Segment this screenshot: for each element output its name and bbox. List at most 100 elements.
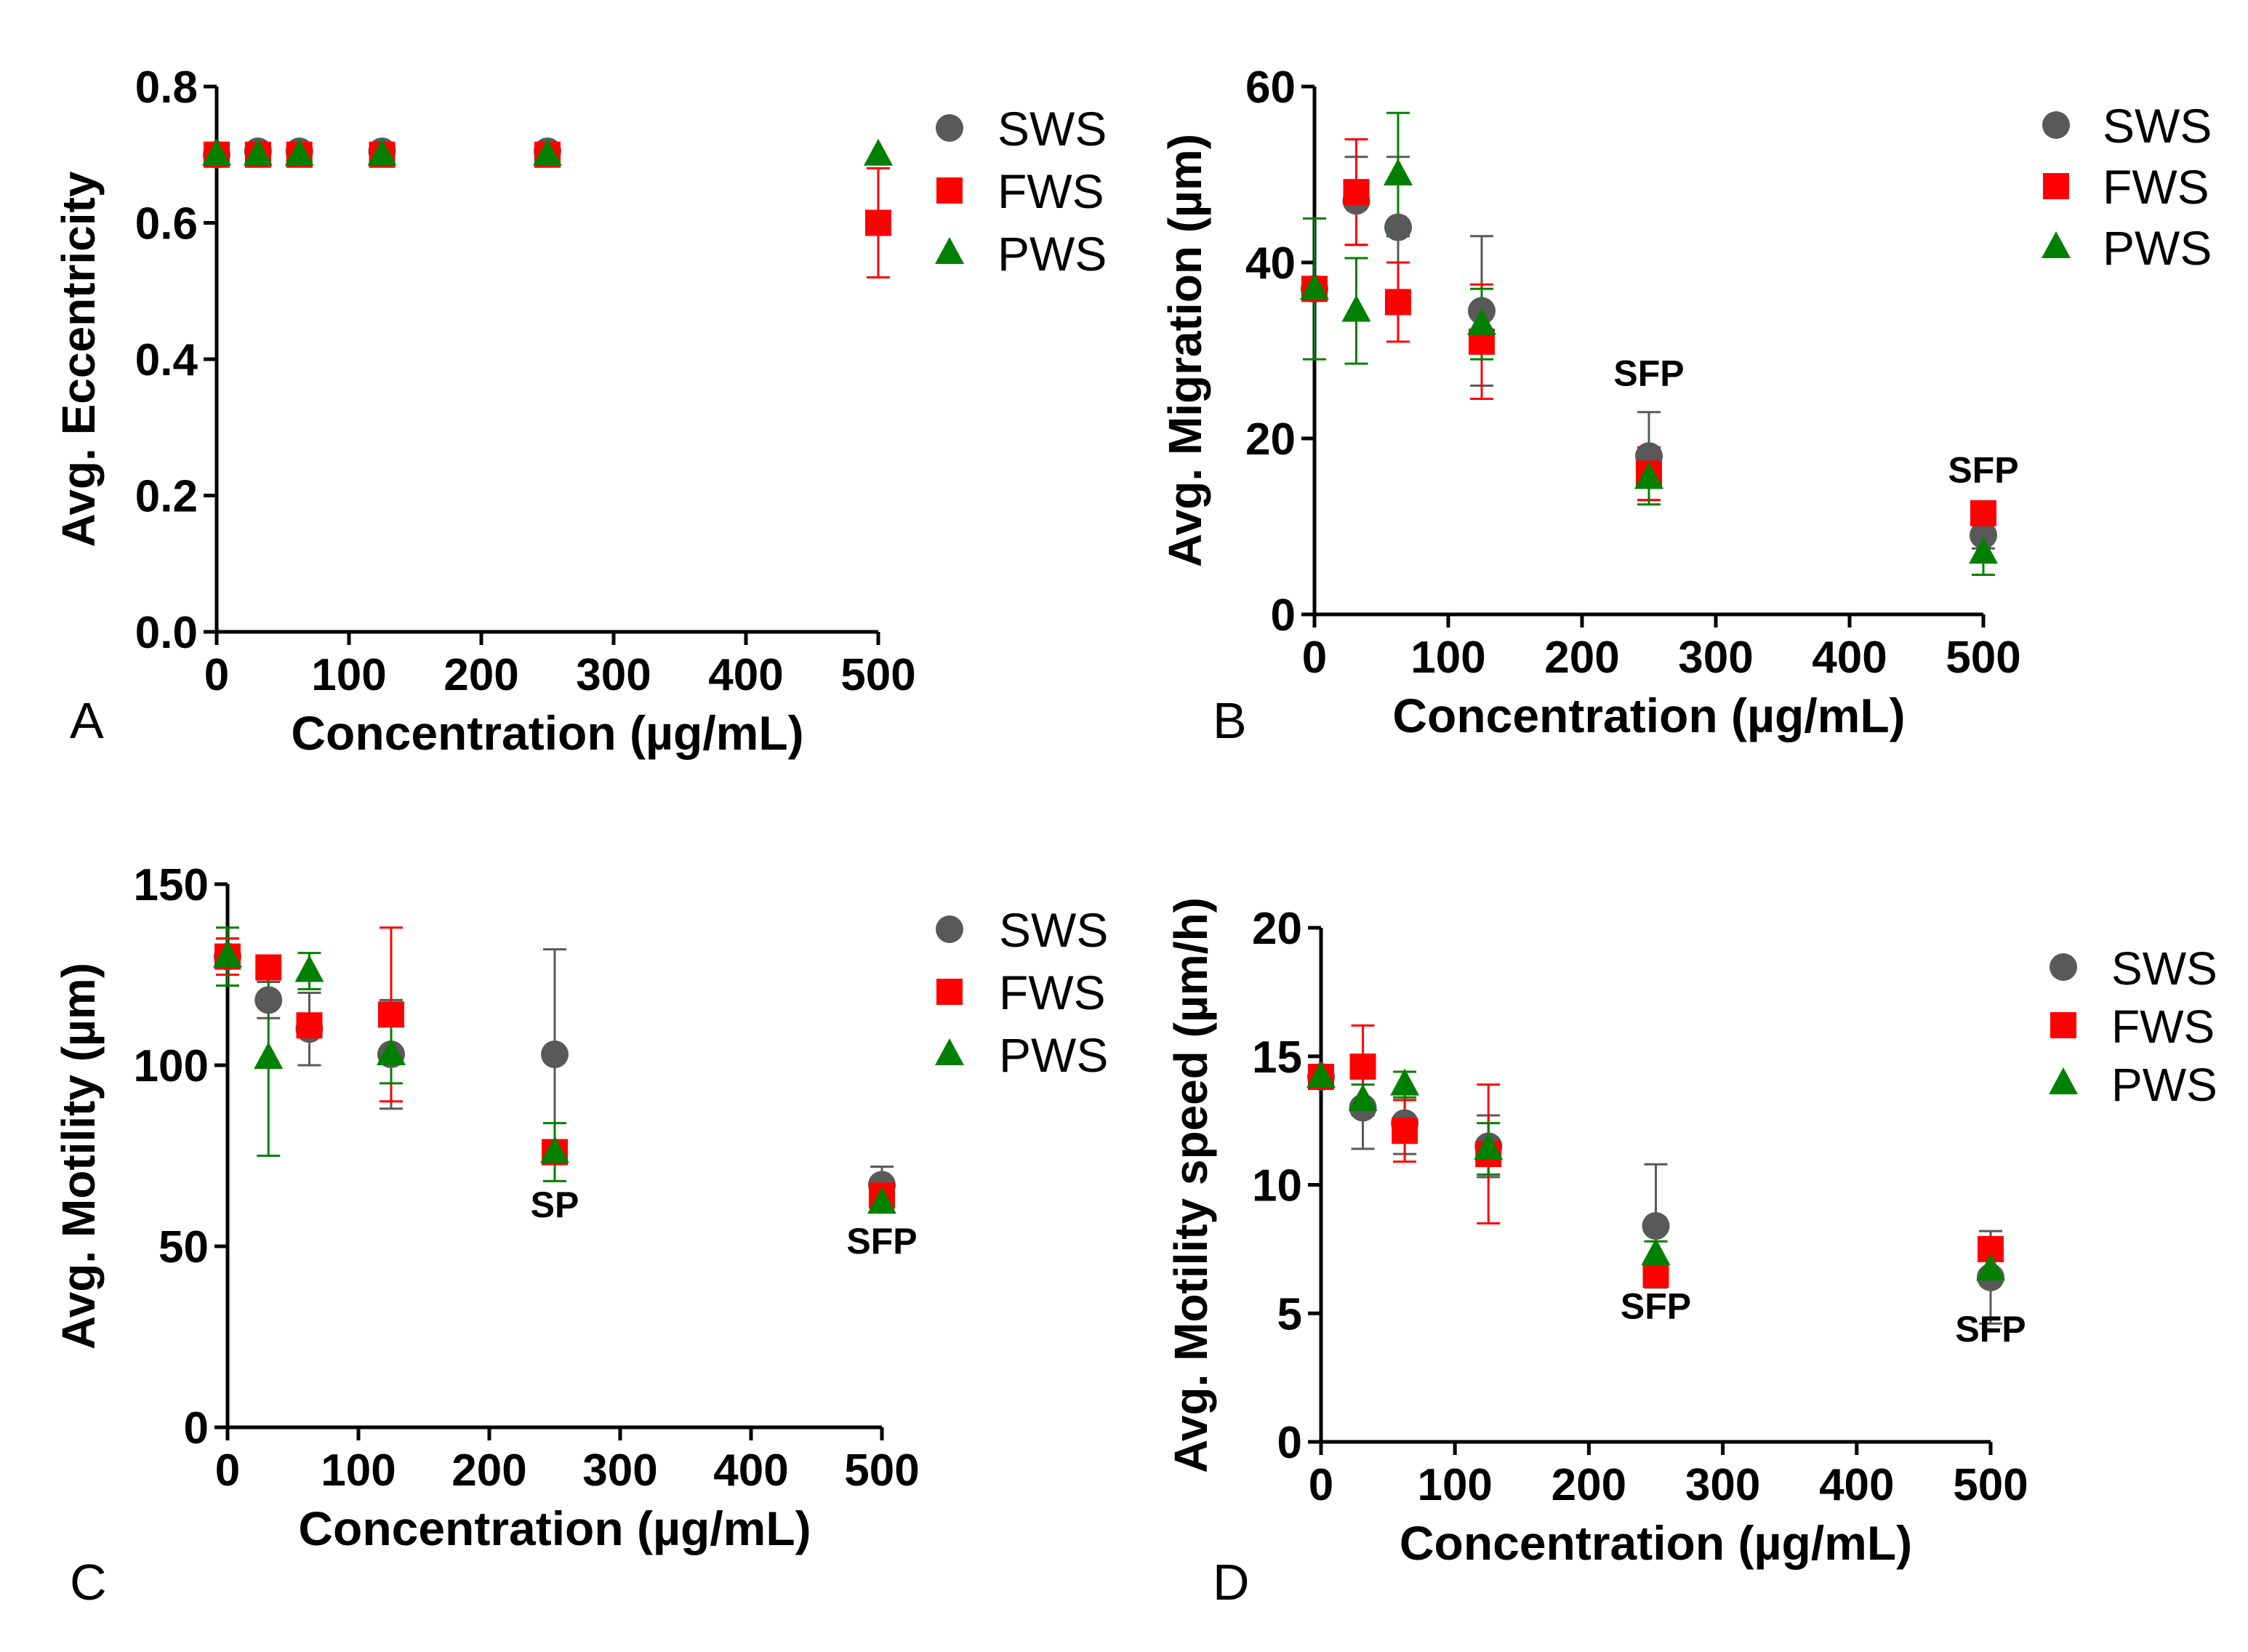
- significance-annotation: SFP: [1955, 1309, 2026, 1350]
- data-point-fws: [255, 954, 282, 981]
- x-tick-label: 400: [713, 1446, 788, 1496]
- data-point-pws: [367, 138, 397, 166]
- x-tick-label: 100: [1417, 1460, 1492, 1510]
- x-tick-label: 400: [708, 650, 783, 700]
- data-point-pws: [213, 940, 242, 968]
- legend-label-pws: PWS: [2111, 1059, 2217, 1111]
- data-point-pws: [864, 138, 893, 166]
- x-tick-label: 200: [451, 1446, 526, 1496]
- x-tick-label: 300: [576, 650, 651, 700]
- legend-marker-sws: [2042, 111, 2070, 139]
- x-tick-label: 300: [1685, 1460, 1760, 1510]
- chart-panel-d: 0 100 200 300 400 500 0 5 10 15 20 Concentration (µ…: [1165, 897, 2217, 1611]
- data-point-fws: [1343, 179, 1370, 206]
- y-tick-label: 150: [134, 860, 209, 910]
- x-tick-label: 200: [443, 650, 518, 700]
- data-point-pws: [1474, 1133, 1504, 1160]
- chart-panel-b: 0 100 200 300 400 500 0 20 40 60 Concentration (µg…: [1159, 63, 2212, 749]
- data-point-fws: [1642, 1262, 1669, 1288]
- y-axis-title: Avg. Motility (µm): [52, 963, 105, 1350]
- y-tick-label: 0: [1277, 1418, 1302, 1468]
- panel-label: A: [70, 692, 104, 749]
- data-point-pws: [377, 1038, 406, 1066]
- y-tick-label: 0.6: [135, 199, 198, 249]
- x-tick-label: 100: [311, 650, 386, 700]
- data-point-pws: [1634, 462, 1663, 489]
- x-axis-title: Concentration (µg/mL): [1400, 1516, 1912, 1570]
- data-point-pws: [1384, 159, 1413, 185]
- legend-label-pws: PWS: [999, 1028, 1108, 1082]
- data-point-pws: [1341, 294, 1371, 322]
- data-point-pws: [1467, 308, 1496, 335]
- y-tick-label: 5: [1277, 1289, 1302, 1339]
- data-point-pws: [1348, 1083, 1378, 1111]
- y-tick-label: 50: [158, 1222, 209, 1272]
- y-tick-label: 10: [1252, 1161, 1302, 1211]
- legend-marker-fws: [936, 177, 963, 204]
- data-point-pws: [284, 138, 314, 166]
- legend-label-pws: PWS: [997, 227, 1107, 281]
- legend-marker-fws: [2043, 173, 2069, 199]
- data-point-sws: [541, 1040, 569, 1069]
- data-point-sws: [1970, 521, 1997, 550]
- x-tick-label: 200: [1544, 633, 1619, 683]
- legend-label-sws: SWS: [999, 903, 1108, 957]
- data-point-pws: [1969, 537, 1998, 564]
- data-point-sws: [254, 986, 283, 1014]
- significance-annotation: SFP: [1613, 353, 1684, 393]
- panel-label: C: [70, 1554, 107, 1611]
- significance-annotation: SFP: [1948, 450, 2018, 491]
- x-tick-label: 500: [840, 650, 915, 700]
- legend-label-fws: FWS: [999, 966, 1106, 1019]
- data-point-pws: [254, 1042, 284, 1070]
- y-tick-label: 0: [1271, 590, 1296, 641]
- data-point-fws: [1349, 1053, 1376, 1080]
- x-tick-label: 300: [1678, 633, 1753, 683]
- legend-label-sws: SWS: [2111, 942, 2217, 995]
- data-point-pws: [1306, 1061, 1336, 1088]
- data-point-sws: [1642, 1212, 1670, 1240]
- data-point-pws: [1641, 1238, 1671, 1265]
- y-tick-label: 0: [184, 1403, 209, 1453]
- data-point-fws: [378, 1001, 404, 1028]
- x-axis-title: Concentration (µg/mL): [291, 706, 803, 760]
- y-tick-label: 0.4: [135, 335, 198, 385]
- y-axis-title: Avg. Eccentricity: [52, 171, 105, 547]
- data-point-pws: [1300, 273, 1329, 300]
- legend-marker-pws: [2042, 231, 2071, 258]
- legend-label-pws: PWS: [2103, 221, 2212, 275]
- legend-marker-fws: [936, 979, 963, 1005]
- significance-annotation: SFP: [846, 1221, 917, 1262]
- x-tick-label: 0: [1302, 633, 1327, 683]
- x-tick-label: 400: [1812, 633, 1887, 683]
- x-tick-label: 500: [1946, 633, 2020, 683]
- significance-annotation: SP: [531, 1184, 579, 1225]
- significance-annotation: SFP: [1621, 1286, 1691, 1326]
- y-tick-label: 0.8: [135, 63, 198, 113]
- x-tick-label: 100: [1410, 633, 1485, 683]
- panel-label: D: [1213, 1554, 1250, 1611]
- legend-label-fws: FWS: [2103, 160, 2209, 214]
- legend-marker-pws: [935, 237, 964, 264]
- y-axis-title: Avg. Migration (µm): [1159, 134, 1211, 567]
- y-tick-label: 20: [1252, 904, 1302, 954]
- data-point-fws: [1385, 289, 1411, 316]
- y-tick-label: 40: [1245, 238, 1296, 289]
- y-tick-label: 0.0: [135, 608, 198, 658]
- y-axis-title: Avg. Motility speed (µm/h): [1165, 897, 1217, 1473]
- legend-label-fws: FWS: [2111, 1001, 2215, 1053]
- data-point-fws: [1392, 1118, 1418, 1144]
- y-tick-label: 100: [134, 1041, 209, 1091]
- x-tick-label: 300: [582, 1446, 657, 1496]
- x-axis-title: Concentration (µg/mL): [298, 1501, 811, 1555]
- x-tick-label: 0: [1309, 1460, 1333, 1510]
- panel-label: B: [1213, 692, 1247, 749]
- data-point-fws: [1970, 500, 1996, 526]
- x-tick-label: 100: [321, 1446, 396, 1496]
- data-point-fws: [296, 1012, 323, 1039]
- legend-label-sws: SWS: [997, 102, 1107, 156]
- y-tick-label: 15: [1252, 1032, 1302, 1083]
- data-point-pws: [202, 138, 231, 166]
